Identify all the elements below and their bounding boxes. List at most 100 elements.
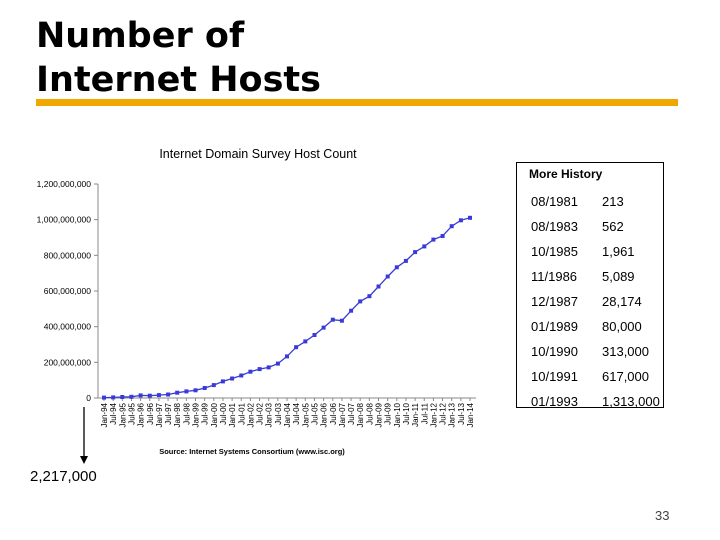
history-count: 80,000 [602, 319, 642, 334]
callout-arrowhead [80, 456, 88, 464]
data-point [230, 376, 235, 381]
title-line-1: Number of [36, 16, 245, 56]
x-tick-label: Jul-11 [420, 402, 429, 424]
data-point [138, 393, 143, 398]
history-count: 313,000 [602, 344, 649, 359]
x-tick-label: Jan-03 [265, 402, 274, 427]
x-tick-label: Jul-07 [347, 402, 356, 424]
data-point [266, 365, 271, 370]
history-date: 01/1989 [531, 319, 578, 334]
callout-value: 2,217,000 [30, 468, 97, 485]
history-count: 5,089 [602, 269, 635, 284]
source-note: Source: Internet Systems Consortium (www… [159, 447, 345, 456]
y-tick-label: 0 [86, 393, 91, 403]
x-tick-label: Jul-97 [164, 402, 173, 424]
data-point [239, 373, 244, 378]
x-tick-label: Jan-07 [338, 402, 347, 427]
data-point [156, 393, 161, 398]
x-tick-label: Jul-10 [402, 402, 411, 424]
x-tick-label: Jul-99 [201, 402, 210, 424]
x-tick-label: Jul-05 [310, 402, 319, 424]
y-tick-label: 800,000,000 [44, 250, 92, 260]
x-tick-label: Jan-00 [210, 402, 219, 427]
history-count: 1,961 [602, 244, 635, 259]
history-count: 562 [602, 219, 624, 234]
history-date: 10/1985 [531, 244, 578, 259]
data-point [376, 284, 381, 289]
data-point [211, 383, 216, 388]
x-tick-label: Jul-98 [182, 402, 191, 424]
x-tick-label: Jan-12 [429, 402, 438, 427]
x-tick-label: Jan-04 [283, 402, 292, 427]
x-tick-label: Jul-12 [439, 402, 448, 424]
x-tick-label: Jul-96 [146, 402, 155, 424]
data-point [413, 250, 418, 255]
history-date: 10/1990 [531, 344, 578, 359]
x-tick-label: Jan-97 [155, 402, 164, 427]
data-point [339, 318, 344, 323]
data-point [129, 394, 134, 399]
data-point [102, 395, 106, 400]
data-point [166, 392, 171, 397]
history-count: 1,313,000 [602, 394, 660, 409]
data-point [257, 367, 262, 372]
x-tick-label: Jul-02 [256, 402, 265, 424]
data-point [385, 274, 390, 279]
data-point [220, 379, 225, 384]
data-point [321, 325, 326, 330]
chart-title: Internet Domain Survey Host Count [159, 147, 357, 161]
x-tick-label: Jul-08 [365, 402, 374, 424]
x-tick-label: Jan-10 [393, 402, 402, 427]
data-point [202, 386, 207, 390]
y-tick-label: 1,000,000,000 [37, 215, 92, 225]
y-tick-label: 200,000,000 [44, 357, 92, 367]
x-tick-label: Jul-01 [237, 402, 246, 424]
data-point [349, 308, 354, 313]
data-point [449, 224, 454, 229]
x-tick-label: Jan-05 [301, 402, 310, 427]
history-table: More History 08/1981 213 08/1983 562 10/1985… [516, 162, 664, 409]
data-point [248, 369, 253, 374]
x-tick-label: Jan-02 [246, 402, 255, 427]
slide-title: Number of Internet Hosts [36, 14, 321, 102]
data-point [184, 389, 189, 394]
x-tick-label: Jan-08 [356, 402, 365, 427]
x-tick-label: Jul-95 [127, 402, 136, 424]
data-point [312, 333, 317, 337]
x-tick-label: Jul-09 [384, 402, 393, 424]
history-date: 08/1983 [531, 219, 578, 234]
x-tick-label: Jul-03 [274, 402, 283, 424]
data-point [330, 317, 335, 322]
x-tick-label: Jan-95 [118, 402, 127, 427]
x-tick-label: Jan-06 [320, 402, 329, 427]
x-tick-label: Jul-06 [329, 402, 338, 424]
x-tick-label: Jan-13 [448, 402, 457, 427]
x-tick-label: Jul-13 [457, 402, 466, 424]
data-point [147, 393, 152, 398]
data-point [403, 258, 408, 263]
data-point [422, 244, 427, 249]
data-point [285, 354, 289, 359]
history-date: 10/1991 [531, 369, 578, 384]
title-line-2: Internet Hosts [36, 60, 321, 100]
data-point [431, 237, 436, 242]
x-tick-label: Jan-96 [137, 402, 146, 427]
x-tick-label: Jul-94 [109, 402, 118, 424]
x-tick-label: Jan-01 [228, 402, 237, 427]
data-point [440, 234, 445, 238]
y-tick-label: 600,000,000 [44, 286, 92, 296]
x-tick-label: Jul-00 [219, 402, 228, 424]
x-tick-label: Jan-94 [100, 402, 109, 427]
data-point [303, 339, 308, 344]
data-point [120, 395, 125, 399]
y-tick-label: 400,000,000 [44, 322, 92, 332]
data-point [367, 294, 372, 299]
history-date: 01/1993 [531, 394, 578, 409]
history-heading: More History [529, 167, 603, 181]
data-point [458, 218, 463, 223]
page-number: 33 [655, 508, 670, 523]
data-point [193, 388, 198, 393]
data-point [294, 345, 299, 350]
x-tick-label: Jan-09 [375, 402, 384, 427]
